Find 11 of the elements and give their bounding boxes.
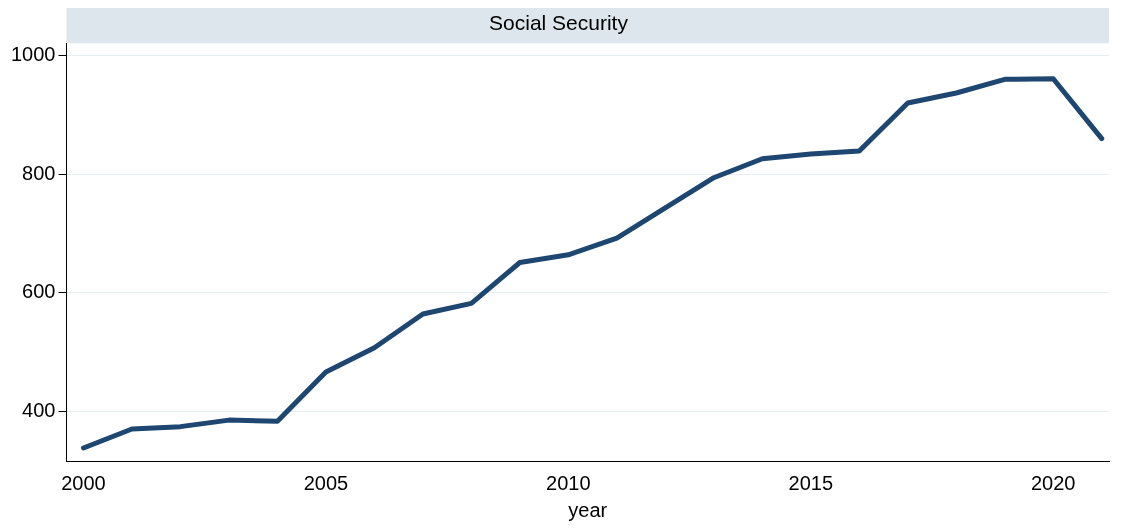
- y-tick-label: 1000: [10, 43, 56, 66]
- x-axis-title: year: [568, 498, 608, 521]
- y-tick-label: 400: [22, 398, 56, 421]
- y-tick-label: 600: [22, 280, 56, 303]
- x-tick-label: 2005: [303, 471, 349, 494]
- x-tick-label: 2000: [61, 471, 106, 494]
- y-tick-label: 800: [22, 161, 56, 184]
- x-tick-label: 2020: [1030, 471, 1076, 494]
- x-tick-label: 2010: [546, 471, 591, 494]
- x-tick-label: 2015: [788, 471, 834, 494]
- chart-title: Social Security: [489, 11, 629, 35]
